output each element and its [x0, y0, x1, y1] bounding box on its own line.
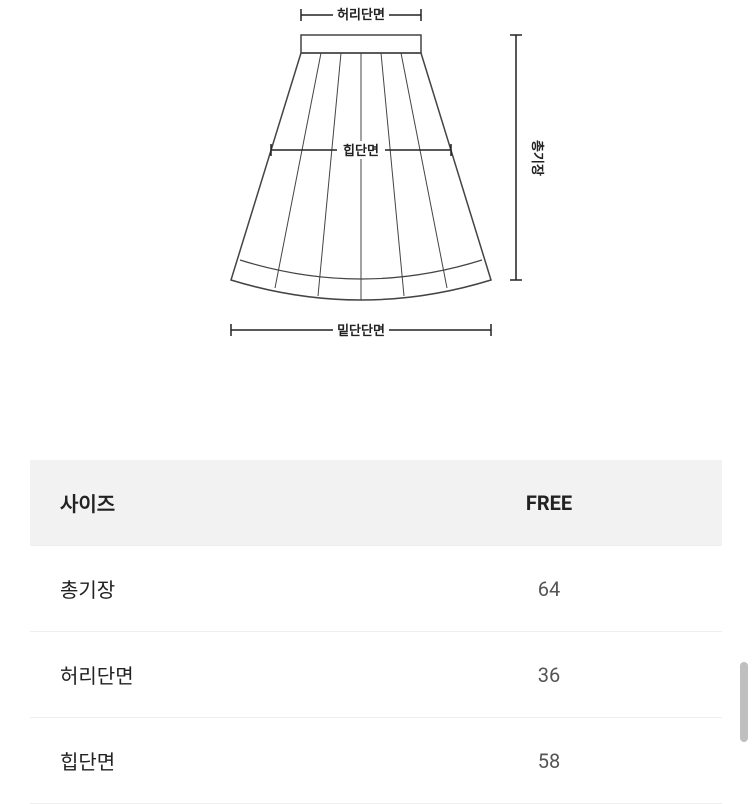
skirt-pleat: [318, 53, 341, 296]
skirt-diagram-container: 허리단면 힙단면 밑단단면 총기장: [0, 0, 752, 350]
measure-label: 허리단면: [30, 632, 376, 718]
skirt-waistband: [301, 35, 421, 53]
dim-length-label: 총기장: [529, 140, 545, 176]
measure-label: 총기장: [30, 546, 376, 632]
dim-waist-label: 허리단면: [337, 7, 385, 23]
dim-hem-label: 밑단단면: [337, 323, 385, 339]
measure-value: 36: [376, 632, 722, 718]
vertical-scrollbar[interactable]: [740, 662, 748, 742]
size-header-free: FREE: [376, 460, 722, 546]
table-header-row: 사이즈 FREE: [30, 460, 722, 546]
table-row: 힙단면 58: [30, 718, 722, 804]
skirt-measurement-diagram: 허리단면 힙단면 밑단단면 총기장: [191, 0, 561, 350]
dim-hip-label: 힙단면: [343, 143, 379, 159]
skirt-pleat: [381, 53, 404, 296]
skirt-pleat: [401, 53, 447, 288]
measure-value: 64: [376, 546, 722, 632]
measure-value: 58: [376, 718, 722, 804]
size-header-label: 사이즈: [30, 460, 376, 546]
table-row: 허리단면 36: [30, 632, 722, 718]
size-table: 사이즈 FREE 총기장 64 허리단면 36 힙단면 58: [30, 460, 722, 804]
skirt-pleat: [275, 53, 321, 288]
table-row: 총기장 64: [30, 546, 722, 632]
measure-label: 힙단면: [30, 718, 376, 804]
